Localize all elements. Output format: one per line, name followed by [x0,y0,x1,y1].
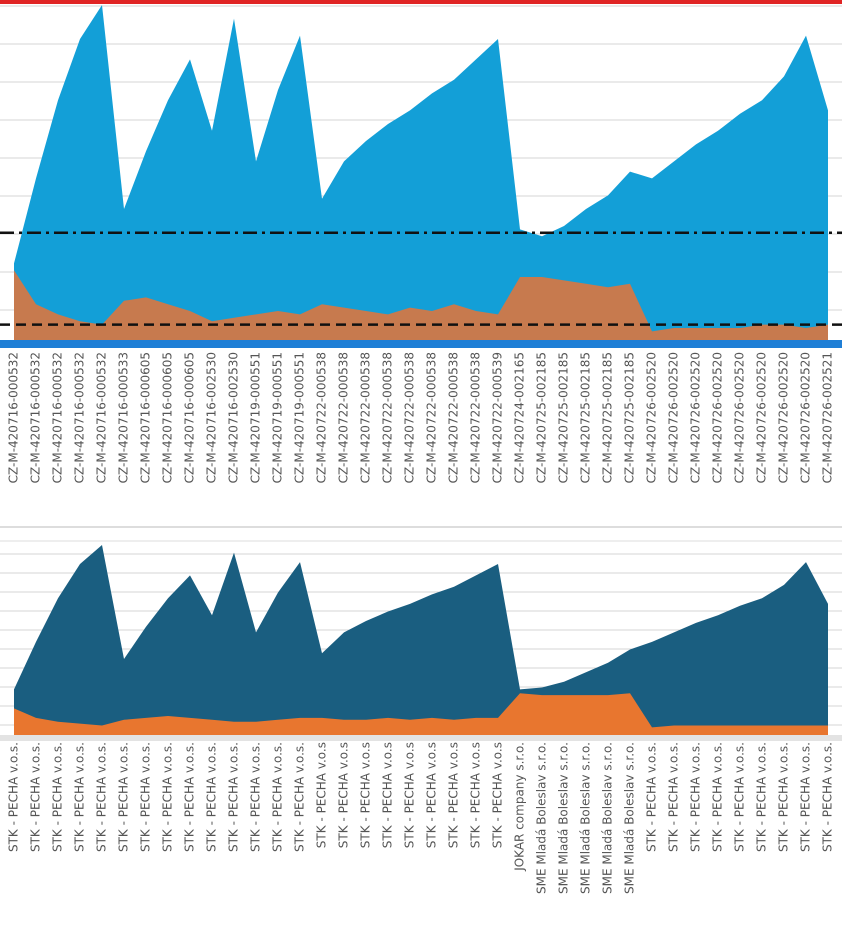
x-tick-label: CZ-M-420722-000538 [403,352,417,483]
x-tick-label: STK - PECHA v.o.s. [293,742,307,852]
x-tick-label: STK - PECHA v.o.s. [711,742,725,852]
x-tick-label: CZ-M-420725-002185 [557,352,571,483]
x-tick-label: CZ-M-420719-000551 [271,352,285,483]
x-tick-label: STK - PECHA v.o.s. [271,742,285,852]
x-tick-label: CZ-M-420722-000538 [359,352,373,483]
x-tick-label: STK - PECHA v.o.s. [799,742,813,852]
x-tick-label: CZ-M-420726-002520 [711,352,725,483]
x-tick-label: STK - PECHA v.o.s. [755,742,769,852]
x-tick-label: JOKAR company s.r.o. [513,742,527,872]
x-tick-label: CZ-M-420716-000605 [161,352,175,483]
x-tick-label: STK - PECHA v.o.s. [139,742,153,852]
x-tick-label: CZ-M-420722-000538 [381,352,395,483]
x-tick-label: CZ-M-420726-002521 [821,352,835,483]
top-border [0,0,842,4]
x-tick-label: CZ-M-420716-000532 [29,352,43,483]
x-tick-label: CZ-M-420726-002520 [755,352,769,483]
x-tick-label: STK - PECHA v.o.s. [227,742,241,852]
x-tick-label: CZ-M-420716-000532 [73,352,87,483]
x-tick-label: STK - PECHA v.o.s. [249,742,263,852]
x-tick-label: STK - PECHA v.o.s. [667,742,681,852]
x-tick-label: CZ-M-420716-002530 [205,352,219,483]
x-tick-label: CZ-M-420716-000605 [139,352,153,483]
x-tick-label: CZ-M-420726-002520 [733,352,747,483]
x-tick-label: CZ-M-420719-000551 [293,352,307,483]
area [14,545,828,735]
x-tick-label: CZ-M-420716-000532 [7,352,21,483]
x-tick-label: STK - PECHA v.o.s [381,742,395,848]
x-tick-label: CZ-M-420725-002185 [579,352,593,483]
x-tick-label: STK - PECHA v.o.s. [161,742,175,852]
area [14,5,828,345]
x-tick-label: CZ-M-420722-000538 [447,352,461,483]
x-tick-label: CZ-M-420725-002185 [535,352,549,483]
area [14,693,828,735]
x-tick-label: STK - PECHA v.o.s. [821,742,835,852]
x-tick-label: SME Mladá Boleslav s.r.o. [601,742,615,894]
x-tick-label: CZ-M-420725-002185 [623,352,637,483]
x-tick-label: CZ-M-420722-000539 [491,352,505,483]
x-tick-label: STK - PECHA v.o.s. [95,742,109,852]
x-tick-label: STK - PECHA v.o.s [315,742,329,848]
x-tick-label: CZ-M-420726-002520 [645,352,659,483]
x-tick-label: STK - PECHA v.o.s [491,742,505,848]
area [14,270,828,345]
x-tick-label: STK - PECHA v.o.s [403,742,417,848]
x-tick-label: CZ-M-420722-000538 [337,352,351,483]
x-tick-label: STK - PECHA v.o.s. [183,742,197,852]
x-tick-label: STK - PECHA v.o.s. [733,742,747,852]
x-tick-label: STK - PECHA v.o.s. [117,742,131,852]
x-tick-label: STK - PECHA v.o.s. [689,742,703,852]
x-tick-label: CZ-M-420726-002520 [777,352,791,483]
x-tick-label: STK - PECHA v.o.s. [645,742,659,852]
baseline-band [0,735,842,741]
x-tick-label: SME Mladá Boleslav s.r.o. [557,742,571,894]
x-tick-label: CZ-M-420716-002530 [227,352,241,483]
x-tick-label: CZ-M-420716-000532 [95,352,109,483]
x-tick-label: STK - PECHA v.o.s [447,742,461,848]
x-tick-label: STK - PECHA v.o.s. [29,742,43,852]
x-tick-label: CZ-M-420722-000538 [469,352,483,483]
x-tick-label: STK - PECHA v.o.s. [7,742,21,852]
x-tick-label: SME Mladá Boleslav s.r.o. [579,742,593,894]
x-tick-label: CZ-M-420716-000532 [51,352,65,483]
baseline-band [0,340,842,348]
x-tick-label: STK - PECHA v.o.s. [777,742,791,852]
x-tick-label: STK - PECHA v.o.s [359,742,373,848]
x-tick-label: STK - PECHA v.o.s [337,742,351,848]
x-tick-label: CZ-M-420716-000605 [183,352,197,483]
x-tick-label: STK - PECHA v.o.s. [73,742,87,852]
x-tick-label: SME Mladá Boleslav s.r.o. [535,742,549,894]
x-tick-label: CZ-M-420726-002520 [689,352,703,483]
x-tick-label: SME Mladá Boleslav s.r.o. [623,742,637,894]
x-tick-label: STK - PECHA v.o.s. [51,742,65,852]
x-tick-label: CZ-M-420722-000538 [315,352,329,483]
x-tick-label: CZ-M-420722-000538 [425,352,439,483]
plots: CZ-M-420716-000532 CZ-M-420716-000532 CZ-M… [0,5,842,894]
x-tick-label: STK - PECHA v.o.s. [205,742,219,852]
x-tick-label: CZ-M-420725-002185 [601,352,615,483]
x-tick-label: STK - PECHA v.o.s [469,742,483,848]
x-tick-label: CZ-M-420719-000551 [249,352,263,483]
x-tick-label: CZ-M-420716-000533 [117,352,131,483]
x-tick-label: CZ-M-420726-002520 [667,352,681,483]
x-tick-label: CZ-M-420726-002520 [799,352,813,483]
x-tick-label: STK - PECHA v.o.s [425,742,439,848]
x-tick-label: CZ-M-420724-002165 [513,352,527,483]
